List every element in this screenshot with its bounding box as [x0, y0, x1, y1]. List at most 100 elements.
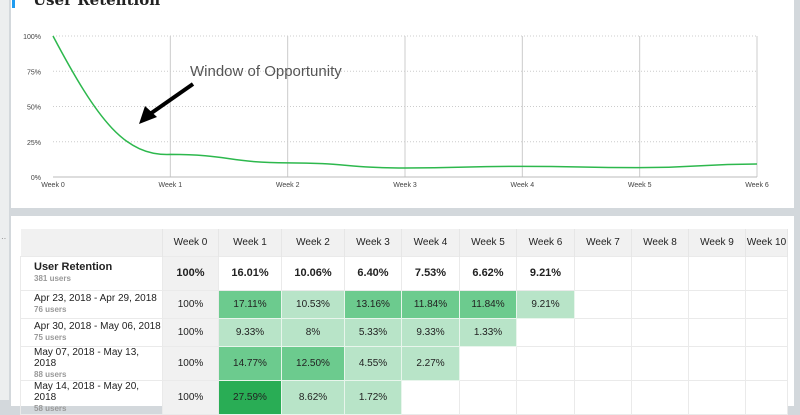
- retention-cell: [688, 289, 746, 319]
- y-tick-label: 50%: [27, 105, 41, 112]
- retention-cell: 6.62%: [459, 255, 517, 291]
- retention-cell: 2.27%: [401, 345, 460, 381]
- column-header: Week 2: [281, 229, 345, 256]
- retention-cell: 8.62%: [281, 379, 345, 415]
- retention-cell: 27.59%: [218, 379, 282, 415]
- x-tick-label: Week 2: [276, 182, 300, 189]
- retention-cell: [745, 379, 788, 415]
- retention-cell: 9.21%: [516, 289, 575, 319]
- table-row: May 14, 2018 - May 20, 2018 58 users 100% 2…: [20, 379, 788, 415]
- retention-cell: 10.06%: [281, 255, 345, 291]
- chart-card: [11, 0, 794, 208]
- y-tick-label: 0%: [31, 175, 41, 182]
- retention-cell: [688, 317, 746, 347]
- retention-cell: [631, 255, 689, 291]
- x-tick-label: Week 3: [393, 182, 417, 189]
- handle-dots[interactable]: ··: [1, 234, 7, 243]
- retention-cell: [688, 255, 746, 291]
- annotation-text: Window of Opportunity: [190, 63, 342, 80]
- retention-cell: 1.33%: [459, 317, 517, 347]
- retention-cell: 16.01%: [218, 255, 282, 291]
- retention-cell: [516, 345, 575, 381]
- retention-cell: 4.55%: [344, 345, 402, 381]
- retention-cell: 100%: [162, 379, 219, 415]
- y-tick-label: 75%: [27, 69, 41, 76]
- retention-cell: [631, 345, 689, 381]
- retention-cell: 7.53%: [401, 255, 460, 291]
- retention-cell: [745, 345, 788, 381]
- retention-cell: 12.50%: [281, 345, 345, 381]
- retention-cell: 6.40%: [344, 255, 402, 291]
- column-header: Week 0: [162, 229, 219, 256]
- retention-cell: [401, 379, 460, 415]
- x-tick-label: Week 5: [628, 182, 652, 189]
- user-count: 88 users: [34, 369, 67, 379]
- x-tick-label: Week 0: [41, 182, 65, 189]
- column-header: Week 5: [459, 229, 517, 256]
- retention-cell: 11.84%: [401, 289, 460, 319]
- cohort-name: Apr 30, 2018 - May 06, 2018: [34, 321, 161, 332]
- retention-cell: [574, 255, 632, 291]
- retention-cell: [631, 289, 689, 319]
- column-header: Week 10: [745, 229, 788, 256]
- user-count: 76 users: [34, 305, 67, 314]
- cohort-name: May 14, 2018 - May 20, 2018: [34, 380, 140, 403]
- row-label: May 07, 2018 - May 13, 2018 88 users: [20, 345, 163, 381]
- retention-cell: [574, 345, 632, 381]
- row-label: Apr 30, 2018 - May 06, 2018 75 users: [20, 317, 163, 347]
- retention-cell: 100%: [162, 317, 219, 347]
- retention-cell: 9.33%: [401, 317, 460, 347]
- x-tick-label: Week 4: [511, 182, 535, 189]
- retention-cell: 9.33%: [218, 317, 282, 347]
- x-tick-label: Week 6: [745, 182, 769, 189]
- cohort-name: Apr 23, 2018 - Apr 29, 2018: [34, 293, 157, 304]
- retention-cell: [516, 379, 575, 415]
- title-accent: [12, 0, 15, 8]
- retention-cell: [745, 289, 788, 319]
- retention-line: [52, 35, 758, 169]
- user-count: 75 users: [34, 333, 67, 342]
- retention-cell: [631, 317, 689, 347]
- retention-cell: 17.11%: [218, 289, 282, 319]
- column-header: Week 9: [688, 229, 746, 256]
- retention-cell: 5.33%: [344, 317, 402, 347]
- user-count: 58 users: [34, 403, 67, 413]
- row-label: Apr 23, 2018 - Apr 29, 2018 76 users: [20, 289, 163, 319]
- column-header: Week 1: [218, 229, 282, 256]
- page-title: User Retention: [33, 0, 161, 9]
- retention-cell: 13.16%: [344, 289, 402, 319]
- retention-cell: [516, 317, 575, 347]
- annotation-arrow: [148, 82, 195, 116]
- column-header: Week 4: [401, 229, 460, 256]
- cohort-name: May 07, 2018 - May 13, 2018: [34, 346, 140, 369]
- user-count: 381 users: [34, 274, 71, 283]
- retention-cell: 8%: [281, 317, 345, 347]
- y-tick-label: 25%: [27, 140, 41, 147]
- row-label: User Retention 381 users: [20, 255, 163, 291]
- retention-cell: [745, 317, 788, 347]
- retention-cell: 9.21%: [516, 255, 575, 291]
- row-label: May 14, 2018 - May 20, 2018 58 users: [20, 379, 163, 415]
- retention-cell: 100%: [162, 345, 219, 381]
- retention-cell: [574, 289, 632, 319]
- retention-cell: [688, 345, 746, 381]
- y-tick-label: 100%: [23, 34, 41, 41]
- retention-cell: 14.77%: [218, 345, 282, 381]
- column-header: Week 8: [631, 229, 689, 256]
- retention-cell: 100%: [162, 255, 219, 291]
- retention-cell: [745, 255, 788, 291]
- retention-cell: 100%: [162, 289, 219, 319]
- table-row: May 07, 2018 - May 13, 2018 88 users 100% 1…: [20, 345, 788, 381]
- column-header: Week 6: [516, 229, 575, 256]
- retention-chart: 0% 25% 50% 75% 100% Week 0 Week 1 Week 2 Week 3 W…: [23, 34, 769, 189]
- retention-cell: [574, 317, 632, 347]
- column-header: Week 7: [574, 229, 632, 256]
- retention-cell: [459, 345, 517, 381]
- left-strip: [0, 0, 9, 400]
- table-row: Apr 30, 2018 - May 06, 2018 75 users 100% 9…: [20, 317, 788, 347]
- summary-row: User Retention 381 users 100% 16.01% 10.06% 6…: [20, 255, 788, 291]
- retention-cell: [459, 379, 517, 415]
- column-header: [20, 229, 163, 256]
- retention-cell: [574, 379, 632, 415]
- column-header: Week 3: [344, 229, 402, 256]
